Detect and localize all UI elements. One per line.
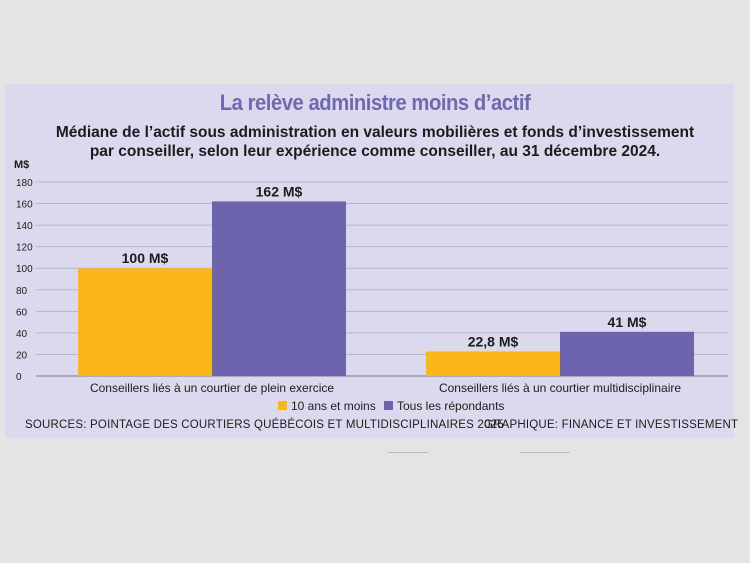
bar-data-label: 100 M$ <box>122 250 169 266</box>
y-tick-label: 160 <box>16 200 33 211</box>
y-tick-label: 20 <box>16 350 28 361</box>
legend-label: 10 ans et moins <box>291 399 376 413</box>
chart-subtitle-line-1: Médiane de l’actif sous administration e… <box>55 124 695 141</box>
bar-all-respondents <box>212 201 346 376</box>
bar-data-label: 41 M$ <box>608 314 647 330</box>
legend-label: Tous les répondants <box>397 399 504 413</box>
y-tick-label: 120 <box>16 243 33 254</box>
chart-subtitle-line-2: par conseiller, selon leur expérience co… <box>89 143 661 160</box>
graphic-credit: GRAPHIQUE: FINANCE ET INVESTISSEMENT <box>484 419 739 431</box>
y-tick-label: 0 <box>16 372 22 383</box>
chart-title: La relève administre moins d’actif <box>219 90 531 115</box>
y-tick-label: 180 <box>16 178 33 189</box>
category-label: Conseillers liés à un courtier multidisc… <box>439 381 681 395</box>
bar-data-label: 162 M$ <box>256 183 303 199</box>
y-axis-label: M$ <box>14 159 29 171</box>
bar-ten-years-or-less <box>78 268 212 376</box>
scan-artifact <box>388 452 428 453</box>
bar-data-label: 22,8 M$ <box>468 333 519 349</box>
legend-swatch-all-respondents <box>384 401 393 410</box>
legend-swatch-ten-years-or-less <box>278 401 287 410</box>
bar-ten-years-or-less <box>426 351 560 376</box>
chart-panel <box>5 84 734 438</box>
y-tick-label: 100 <box>16 264 33 275</box>
scan-artifact <box>520 452 570 453</box>
y-tick-label: 80 <box>16 286 28 297</box>
bar-all-respondents <box>560 331 694 376</box>
y-tick-label: 40 <box>16 329 28 340</box>
y-tick-label: 60 <box>16 307 28 318</box>
category-label: Conseillers liés à un courtier de plein … <box>90 381 334 395</box>
source-note: SOURCES: POINTAGE DES COURTIERS QUÉBÉCOI… <box>25 419 504 431</box>
y-tick-label: 140 <box>16 221 33 232</box>
